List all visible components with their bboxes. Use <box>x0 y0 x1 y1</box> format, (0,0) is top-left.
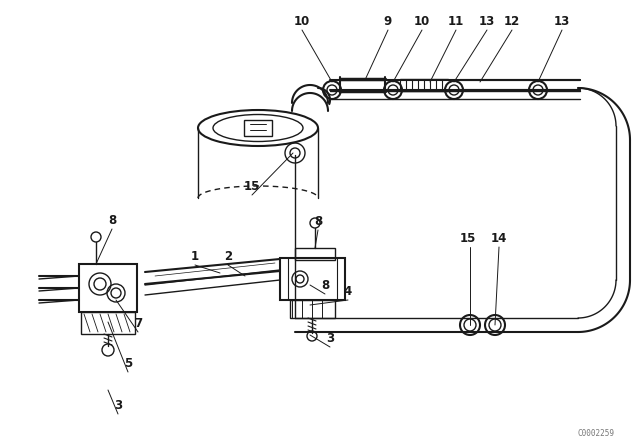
Bar <box>244 120 272 136</box>
Text: 14: 14 <box>491 232 507 245</box>
Text: 8: 8 <box>314 215 322 228</box>
Text: 9: 9 <box>384 15 392 28</box>
Text: 3: 3 <box>114 399 122 412</box>
Text: 10: 10 <box>294 15 310 28</box>
Bar <box>295 248 335 260</box>
Text: 11: 11 <box>448 15 464 28</box>
Text: 13: 13 <box>479 15 495 28</box>
Text: 10: 10 <box>414 15 430 28</box>
Bar <box>81 312 135 334</box>
Bar <box>280 258 345 300</box>
Bar <box>79 264 137 312</box>
Text: 3: 3 <box>326 332 334 345</box>
Text: 4: 4 <box>344 285 352 298</box>
Text: 8: 8 <box>321 279 329 292</box>
Text: 1: 1 <box>191 250 199 263</box>
Text: 12: 12 <box>504 15 520 28</box>
Text: 13: 13 <box>554 15 570 28</box>
Text: 5: 5 <box>124 357 132 370</box>
Text: 15: 15 <box>244 180 260 193</box>
Text: 15: 15 <box>460 232 476 245</box>
Text: 8: 8 <box>108 214 116 227</box>
Bar <box>290 300 335 318</box>
Text: 7: 7 <box>134 317 142 330</box>
Text: C0002259: C0002259 <box>578 429 615 438</box>
Text: 2: 2 <box>224 250 232 263</box>
